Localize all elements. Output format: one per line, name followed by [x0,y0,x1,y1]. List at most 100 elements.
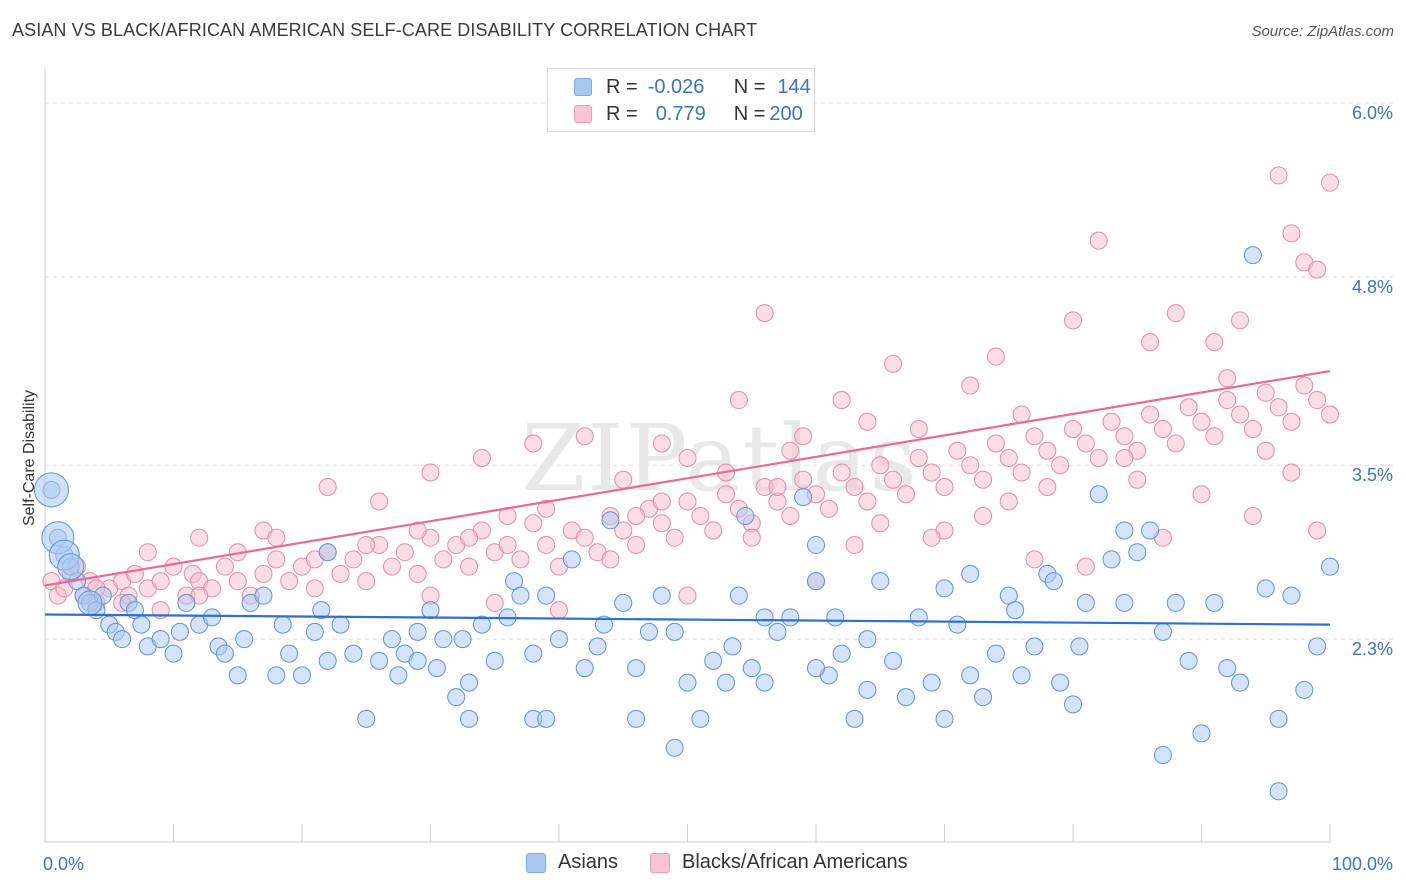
black-point [1282,412,1301,431]
black-point [125,564,144,583]
black-point [1218,391,1237,410]
asian-point [627,659,646,678]
asian-point [858,680,877,699]
asian-point [254,586,273,605]
black-trend-line [44,369,1331,587]
black-point [1025,550,1044,569]
black-point [614,521,633,540]
black-point [1141,405,1160,424]
black-point [164,557,183,576]
black-point [434,550,453,569]
black-point [922,463,941,482]
stats-row-black: R = 0.779 N = 200 [548,101,803,127]
y-axis-label: Self-Care Disability [21,390,38,526]
asian-point [370,651,389,670]
black-point [215,557,234,576]
black-point [395,543,414,562]
asian-point [267,666,286,685]
black-point [370,492,389,511]
asian-point [460,709,479,728]
black-point [382,557,401,576]
asian-point [1192,724,1211,743]
black-point [1064,420,1082,439]
black-point [678,449,697,467]
black-point [511,550,530,569]
asian-swatch [574,78,592,96]
black-point [601,550,620,569]
black-point [717,485,736,504]
asian-point [318,651,337,670]
asian-point [717,673,736,692]
black-point [1256,383,1275,402]
asian-point [447,688,466,707]
y-tick-label: 2.3% [1352,639,1393,659]
black-point [858,412,877,431]
asian-point [1102,550,1121,569]
asian-point [1179,651,1198,670]
asian-point [948,615,967,634]
asian-point [215,644,234,663]
asian-point [1269,709,1288,728]
black-point [1282,463,1301,482]
asian-point [858,630,877,649]
asian-point [434,630,453,649]
black-point [1089,449,1108,467]
asian-point [132,615,151,634]
black-point [1115,449,1134,467]
asian-point [594,615,613,634]
asian-point [935,709,954,728]
asian-point [588,637,607,656]
black-point [974,470,993,489]
black-point [408,521,427,540]
asian-point [305,622,324,641]
asian-point [1166,593,1185,612]
asian-point [170,622,189,641]
asian-point [453,630,472,649]
asian-point [1064,695,1082,714]
black-point [1076,557,1095,576]
asian-point [113,630,132,649]
asian-point [1076,593,1095,612]
black-point [858,492,877,511]
black-point [344,550,363,569]
asian-point [575,659,594,678]
asian-point [164,644,183,663]
asian-point [1115,593,1134,612]
black-point [781,506,800,525]
black-point [729,391,748,410]
asian-point [826,608,845,627]
asian-point [729,586,748,605]
black-point [537,499,556,518]
asian-point [704,651,723,670]
asian-point [537,586,556,605]
blacks-swatch [650,852,670,873]
asian-point [280,644,299,663]
x-tick-label: 100.0% [1332,854,1393,874]
asian-point [871,572,890,591]
black-point [1243,420,1262,439]
asian-point [1256,579,1275,598]
black-point [704,521,723,540]
stats-legend: R = -0.026 N = 144 R = 0.779 N = 200 [547,68,815,132]
series-asian-points [33,246,1339,801]
asian-point [807,572,825,591]
r-label: R = [606,102,638,125]
black-point [1115,427,1134,446]
black-point [1166,304,1185,323]
black-point [819,499,838,518]
black-point [896,485,915,504]
asian-point [665,622,684,641]
black-point [652,434,671,453]
asian-point [768,622,787,641]
black-point [627,506,646,525]
n-value-asian: 144 [777,75,811,98]
asian-point [1269,782,1288,801]
asian-point [1153,746,1172,765]
black-point [1308,391,1327,410]
trend-lines [44,369,1331,626]
bottom-legend: Asians Blacks/African Americans [0,851,1406,877]
black-point [986,347,1005,366]
asian-point [344,644,363,663]
black-point [627,535,646,554]
